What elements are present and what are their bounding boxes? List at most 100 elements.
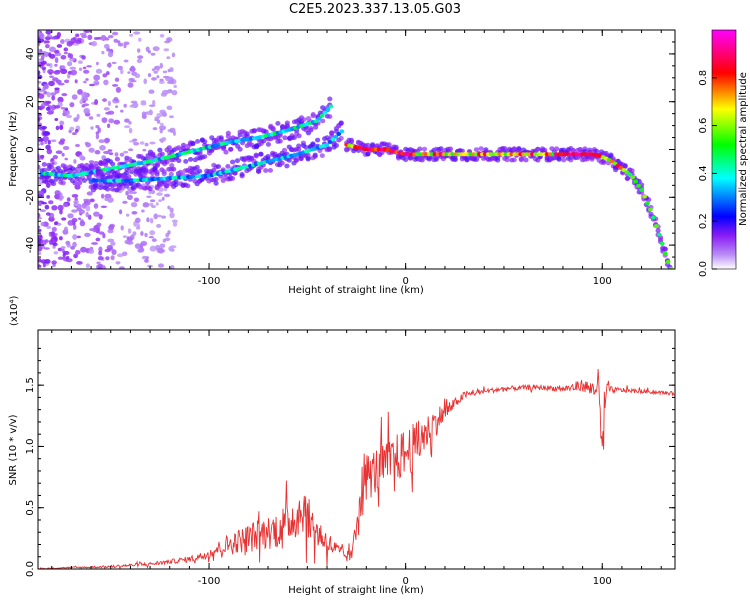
- y-tick-label: 1.5: [25, 377, 36, 393]
- spectrogram-noise-cell: [54, 105, 61, 109]
- spectrogram-noise-cell: [127, 82, 134, 88]
- spectrogram-noise-cell: [138, 37, 142, 42]
- spectrogram-noise-cell: [124, 239, 130, 244]
- spectrogram-noise-cell: [151, 238, 157, 242]
- spectrogram-noise-cell: [42, 60, 47, 65]
- spectrogram-signal-cell: [645, 201, 650, 205]
- spectrogram-halo-cell: [135, 168, 141, 174]
- spectrogram-noise-cell: [152, 127, 158, 131]
- spectrogram-noise-cell: [137, 48, 141, 53]
- spectrogram-noise-cell: [59, 124, 64, 130]
- spectrogram-noise-cell: [38, 107, 42, 110]
- spectrogram-halo-cell: [568, 157, 574, 163]
- spectrogram-noise-cell: [120, 225, 124, 231]
- spectrogram-noise-cell: [126, 236, 130, 241]
- spectrogram-noise-cell: [123, 103, 127, 108]
- spectrogram-halo-cell: [407, 155, 413, 161]
- spectrogram-halo-cell: [109, 186, 115, 192]
- spectrogram-halo-cell: [213, 180, 219, 186]
- spectrogram-halo-cell: [173, 182, 179, 188]
- spectrogram-noise-cell: [141, 209, 145, 213]
- spectrogram-noise-cell: [77, 89, 83, 95]
- spectrogram-noise-cell: [78, 67, 83, 72]
- spectrogram-signal-cell: [636, 183, 641, 188]
- spectrogram-signal-cell: [319, 113, 325, 118]
- spectrogram-halo-cell: [194, 164, 200, 170]
- spectrogram-noise-cell: [101, 265, 106, 269]
- spectrogram-halo-cell: [77, 180, 83, 186]
- spectrogram-noise-cell: [54, 221, 59, 225]
- x-tick-label: -100: [198, 276, 221, 287]
- spectrogram-noise-cell: [83, 69, 90, 74]
- spectrogram-halo-cell: [393, 144, 399, 150]
- spectrogram-noise-cell: [156, 75, 160, 79]
- spectrogram-halo-cell: [164, 180, 170, 186]
- spectrogram-noise-cell: [38, 245, 43, 252]
- spectrogram-noise-cell: [66, 41, 73, 47]
- spectrogram-signal-cell: [653, 224, 659, 228]
- spectrogram-noise-cell: [137, 55, 144, 59]
- spectrogram-halo-cell: [305, 156, 311, 162]
- spectrogram-halo-cell: [171, 166, 177, 172]
- spectrogram-noise-cell: [57, 96, 64, 103]
- spectrogram-noise-cell: [38, 93, 45, 99]
- spectrogram-noise-cell: [42, 262, 46, 268]
- spectrogram-noise-cell: [150, 189, 156, 195]
- spectrogram-signal-cell: [324, 142, 330, 147]
- spectrogram-noise-cell: [128, 78, 135, 81]
- spectrogram-noise-cell: [49, 46, 56, 53]
- spectrogram-noise-cell: [43, 40, 47, 44]
- spectrogram-noise-cell: [40, 259, 48, 264]
- spectrogram-noise-cell: [113, 97, 119, 102]
- spectrogram-halo-cell: [279, 160, 285, 166]
- spectrogram-halo-cell: [270, 125, 276, 131]
- spectrogram-noise-cell: [52, 77, 59, 82]
- spectrogram-noise-cell: [61, 93, 68, 97]
- spectrogram-noise-cell: [94, 99, 99, 105]
- spectrogram-signal-cell: [330, 137, 336, 142]
- spectrogram-noise-cell: [151, 205, 156, 209]
- spectrogram-noise-cell: [72, 234, 78, 240]
- spectrogram-halo-cell: [97, 169, 104, 175]
- spectrogram-noise-cell: [83, 108, 90, 114]
- spectrogram-halo-cell: [70, 166, 76, 172]
- spectrogram-halo-cell: [281, 147, 288, 153]
- spectrogram-halo-cell: [338, 120, 344, 126]
- spectrogram-halo-cell: [116, 185, 122, 191]
- spectrogram-noise-cell: [38, 234, 43, 240]
- spectrogram-noise-cell: [113, 119, 121, 125]
- spectrogram-noise-cell: [104, 137, 111, 143]
- spectrogram-halo-cell: [265, 154, 271, 159]
- spectrogram-halo-cell: [159, 151, 165, 157]
- spectrogram-halo-cell: [150, 151, 156, 157]
- spectrogram-halo-cell: [72, 180, 78, 186]
- spectrogram-noise-cell: [88, 147, 95, 153]
- spectrogram-halo-cell: [41, 162, 47, 167]
- spectrogram-noise-cell: [81, 91, 88, 98]
- spectrogram-noise-cell: [96, 113, 101, 117]
- spectrogram-signal-cell: [316, 116, 322, 121]
- spectrogram-noise-cell: [54, 190, 61, 196]
- spectrogram-noise-cell: [74, 184, 81, 190]
- spectrogram-noise-cell: [105, 256, 110, 261]
- spectrogram-noise-cell: [49, 53, 56, 59]
- spectrogram-noise-cell: [46, 111, 54, 115]
- spectrogram-noise-cell: [95, 82, 100, 85]
- spectrogram-noise-cell: [161, 137, 167, 141]
- spectrogram-noise-cell: [86, 191, 93, 196]
- spectrogram-halo-cell: [267, 168, 273, 173]
- spectrogram-noise-cell: [159, 122, 164, 126]
- spectrogram-y-axis-label: Frequency (Hz): [8, 111, 19, 187]
- spectrogram-noise-cell: [122, 251, 128, 257]
- spectrogram-noise-cell: [38, 80, 42, 84]
- colorbar-tick-label: 0.0: [698, 261, 709, 277]
- spectrogram-noise-cell: [156, 214, 162, 218]
- spectrogram-halo-cell: [258, 151, 264, 157]
- spectrogram-noise-cell: [147, 73, 152, 78]
- spectrogram-noise-cell: [72, 241, 77, 248]
- spectrogram-halo-cell: [275, 121, 281, 126]
- spectrogram-noise-cell: [163, 48, 170, 52]
- spectrogram-noise-cell: [107, 149, 113, 152]
- spectrogram-signal-cell: [339, 129, 345, 134]
